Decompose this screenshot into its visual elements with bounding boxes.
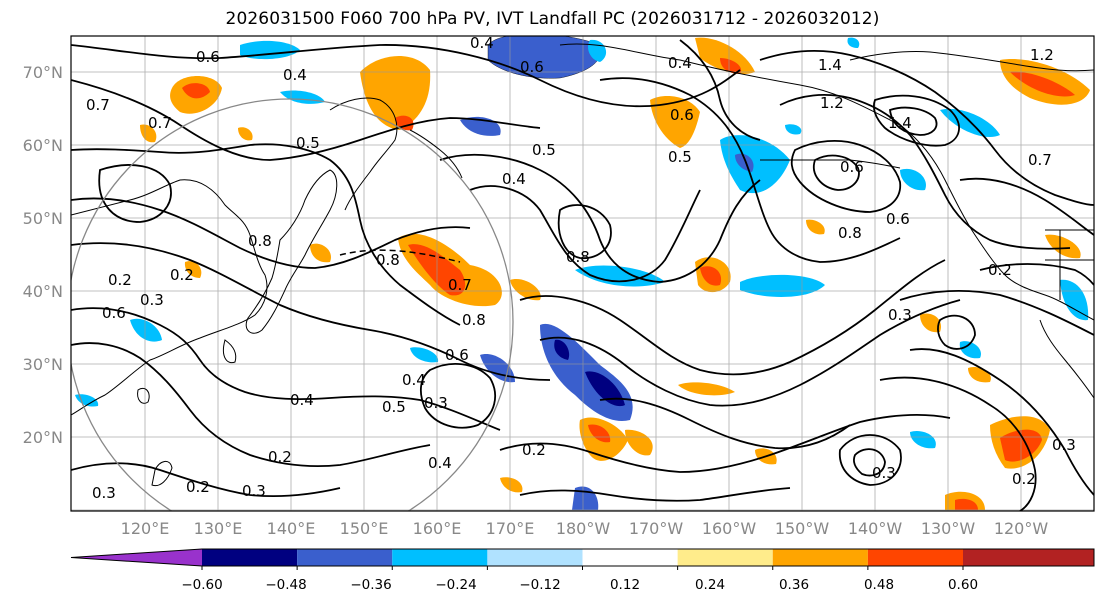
lat-tick-label: 40°N (23, 282, 63, 301)
colorbar-swatch (487, 549, 583, 566)
colorbar-swatch (297, 549, 393, 566)
lon-tick-label: 180°W (556, 519, 611, 538)
contour-label: 0.4 (668, 54, 692, 72)
colorbar-tick-label: −0.12 (519, 577, 560, 593)
contour-label: 0.4 (428, 454, 452, 472)
contour-label: 0.6 (196, 48, 220, 66)
contour-label: 0.8 (248, 232, 272, 250)
pv-shading (75, 36, 1090, 510)
contour-label: 0.2 (988, 261, 1012, 279)
contour-label: 0.7 (86, 96, 110, 114)
colorbar-tick-label: −0.60 (181, 577, 222, 593)
contour-label: 0.2 (1012, 470, 1036, 488)
colorbar-swatch (71, 549, 202, 566)
colorbar-tick-labels: −0.60 −0.48 −0.36 −0.24 −0.12 0.12 0.24 … (181, 577, 978, 593)
colorbar-swatch (677, 549, 773, 566)
contour-label: 0.8 (376, 251, 400, 269)
contour-label: 0.5 (532, 141, 556, 159)
lon-tick-label: 140°E (267, 519, 316, 538)
lon-tick-label: 120°W (994, 519, 1049, 538)
graticule (71, 36, 1094, 511)
lon-tick-label: 150°W (775, 519, 830, 538)
lat-tick-label: 20°N (23, 428, 63, 447)
contour-label: 0.7 (148, 114, 172, 132)
contour-label: 0.5 (668, 148, 692, 166)
colorbar-swatch (582, 549, 678, 566)
contour-label: 0.6 (886, 210, 910, 228)
dashed-trough (339, 249, 461, 263)
lon-tick-label: 160°E (413, 519, 462, 538)
map-panel: 0.6 0.4 0.7 0.7 0.2 0.2 0.3 0.6 0.8 0.7 … (71, 34, 1094, 511)
colorbar: −0.60 −0.48 −0.36 −0.24 −0.12 0.12 0.24 … (70, 548, 1095, 593)
colorbar-swatch (202, 549, 298, 566)
contour-label: 0.8 (838, 224, 862, 242)
lon-tick-label: 170°W (629, 519, 684, 538)
colorbar-swatch (963, 549, 1094, 566)
pv-contours (71, 39, 1094, 511)
contour-label: 0.5 (296, 134, 320, 152)
contour-label: 0.3 (242, 482, 266, 500)
colorbar-tick-label: 0.36 (779, 577, 809, 593)
lon-tick-label: 170°E (486, 519, 535, 538)
contour-labels: 0.6 0.4 0.7 0.7 0.2 0.2 0.3 0.6 0.8 0.7 … (86, 34, 1076, 502)
contour-label: 0.7 (1028, 151, 1052, 169)
contour-label: 0.3 (872, 464, 896, 482)
colorbar-tick-label: 0.60 (948, 577, 978, 593)
contour-label: 0.3 (140, 291, 164, 309)
colorbar-swatch (392, 549, 488, 566)
colorbar-swatch (772, 549, 868, 566)
contour-label: 0.7 (448, 276, 472, 294)
lat-tick-label: 70°N (23, 63, 63, 82)
contour-label: 1.4 (888, 114, 912, 132)
contour-label: 0.4 (402, 371, 426, 389)
contour-label: 1.2 (1030, 46, 1054, 64)
landfall-radius-ring (71, 98, 514, 511)
contour-label: 0.2 (108, 271, 132, 289)
lat-tick-label: 60°N (23, 136, 63, 155)
lon-tick-label: 120°E (121, 519, 170, 538)
lon-tick-label: 130°E (194, 519, 243, 538)
colorbar-tick-label: 0.24 (695, 577, 725, 593)
contour-label: 0.6 (670, 106, 694, 124)
contour-label: 0.6 (102, 304, 126, 322)
contour-label: 0.3 (92, 484, 116, 502)
contour-label: 0.6 (445, 346, 469, 364)
contour-label: 0.6 (520, 58, 544, 76)
contour-label: 0.4 (470, 34, 494, 52)
contour-label: 0.4 (283, 66, 307, 84)
contour-label: 0.3 (888, 306, 912, 324)
longitude-labels: 120°E 130°E 140°E 150°E 160°E 170°E 180°… (121, 519, 1049, 538)
contour-label: 0.4 (502, 170, 526, 188)
lon-tick-label: 140°W (848, 519, 903, 538)
contour-label: 0.8 (566, 248, 590, 266)
colorbar-swatches (70, 548, 1095, 570)
contour-label: 0.5 (382, 398, 406, 416)
contour-label: 0.2 (170, 266, 194, 284)
contour-label: 0.8 (462, 311, 486, 329)
lon-tick-label: 150°E (340, 519, 389, 538)
lat-tick-label: 50°N (23, 209, 63, 228)
lon-tick-label: 130°W (921, 519, 976, 538)
contour-label: 0.4 (290, 391, 314, 409)
colorbar-tick-label: −0.24 (435, 577, 476, 593)
contour-label: 0.2 (268, 448, 292, 466)
contour-label: 0.3 (424, 394, 448, 412)
map-title: 2026031500 F060 700 hPa PV, IVT Landfall… (225, 9, 880, 29)
contour-label: 0.6 (840, 158, 864, 176)
contour-label: 1.4 (818, 56, 842, 74)
colorbar-tick-label: 0.12 (610, 577, 640, 593)
contour-label: 0.2 (186, 478, 210, 496)
colorbar-tick-label: −0.48 (265, 577, 306, 593)
contour-label: 0.2 (522, 441, 546, 459)
colorbar-tick-label: 0.48 (864, 577, 894, 593)
latitude-labels: 70°N 60°N 50°N 40°N 30°N 20°N (23, 63, 63, 447)
contour-label: 1.2 (820, 94, 844, 112)
lon-tick-label: 160°W (702, 519, 757, 538)
colorbar-swatch (867, 549, 963, 566)
contour-label: 0.3 (1052, 436, 1076, 454)
lat-tick-label: 30°N (23, 355, 63, 374)
colorbar-tick-label: −0.36 (350, 577, 391, 593)
map-frame (70, 35, 1095, 512)
